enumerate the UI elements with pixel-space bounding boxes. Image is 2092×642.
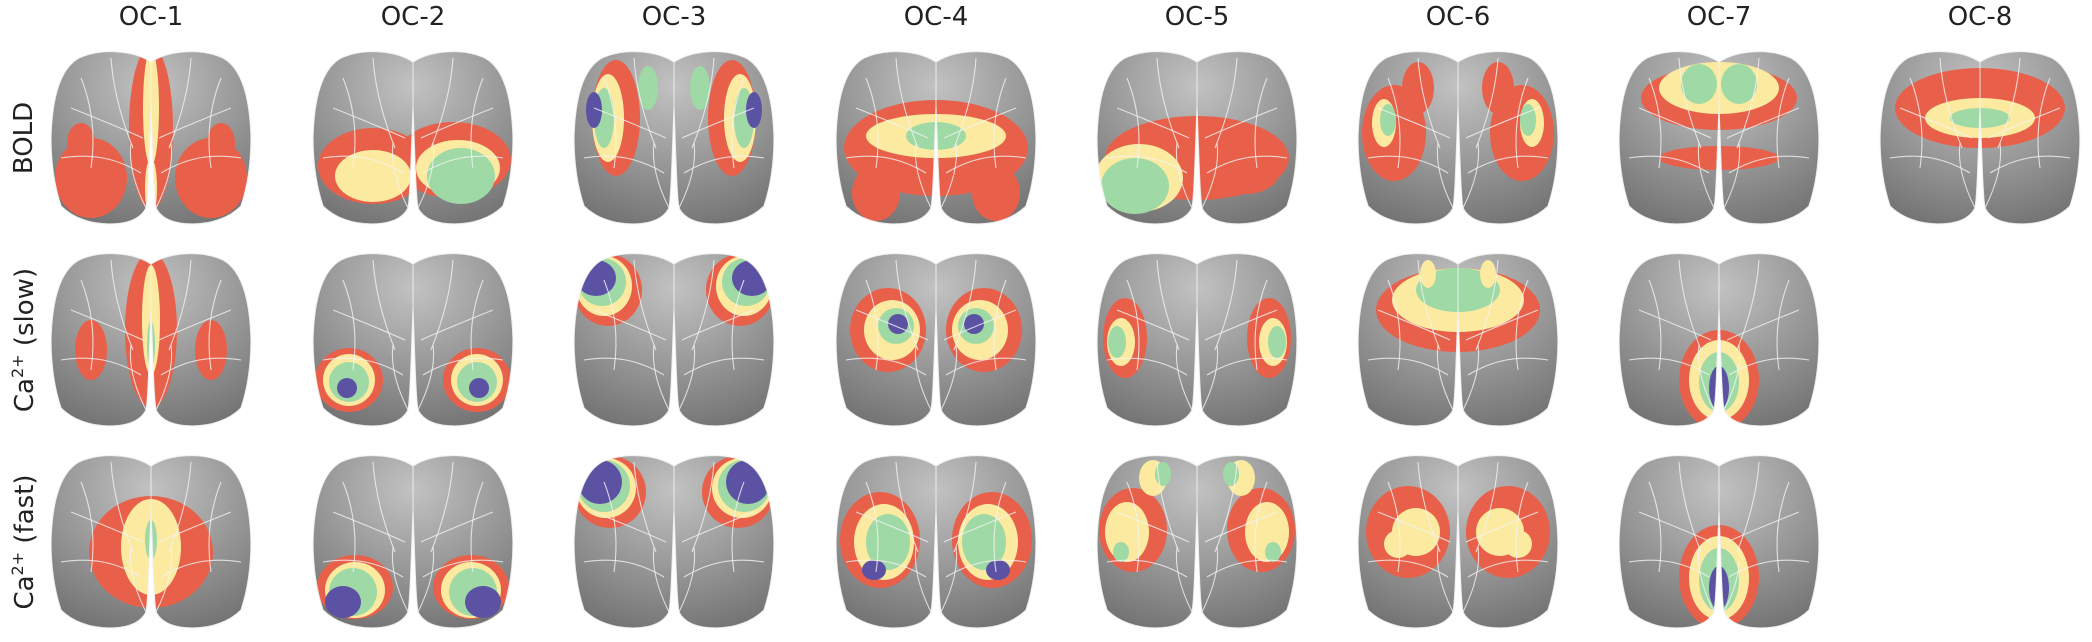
activation-region (1681, 64, 1717, 104)
activation-region (75, 320, 107, 380)
column-title: OC-5 (1164, 2, 1230, 32)
activation-region (465, 586, 501, 618)
brain-map (1096, 455, 1298, 629)
brain-map (312, 253, 514, 427)
activation-region (1709, 566, 1729, 610)
activation-region (1402, 62, 1434, 114)
activation-region (1520, 104, 1536, 136)
brain-map (1096, 51, 1298, 225)
column-title: OC-2 (380, 2, 446, 32)
activation-region (325, 586, 361, 618)
activation-region (335, 150, 411, 202)
activation-region (586, 92, 602, 128)
brain-map (835, 455, 1037, 629)
activation-region (427, 148, 495, 204)
brain-map (1357, 253, 1559, 427)
column-title: OC-4 (903, 2, 969, 32)
column-title: OC-6 (1425, 2, 1491, 32)
activation-region (906, 122, 966, 150)
activation-region (67, 123, 95, 163)
activation-region (147, 321, 155, 369)
activation-region (1699, 352, 1739, 412)
brain-map (835, 253, 1037, 427)
column-title: OC-3 (641, 2, 707, 32)
activation-region (1213, 142, 1281, 194)
row-label: Ca2+ (fast) (8, 474, 40, 610)
row-label: BOLD (9, 101, 39, 175)
activation-region (1482, 62, 1514, 114)
brain-map (1618, 455, 1820, 629)
column-title: OC-7 (1686, 2, 1752, 32)
brain-map (1879, 51, 2081, 225)
brain-map (573, 253, 775, 427)
activation-region (1113, 542, 1129, 562)
brain-map (1618, 253, 1820, 427)
activation-region (1384, 530, 1412, 558)
brain-map (573, 455, 775, 629)
brain-map (50, 253, 252, 427)
brain-map (835, 51, 1037, 225)
activation-region (1504, 530, 1532, 558)
brain-map (1357, 455, 1559, 629)
activation-region (195, 320, 227, 380)
brain-map (312, 51, 514, 225)
column-title: OC-1 (118, 2, 184, 32)
activation-region (576, 260, 616, 296)
brain-surface (1619, 455, 1819, 628)
brain-map (312, 455, 514, 629)
brain-surface (51, 253, 251, 426)
activation-region (1699, 548, 1739, 612)
brain-map (1096, 253, 1298, 427)
activation-region (732, 260, 772, 296)
brain-map (573, 51, 775, 225)
activation-region (972, 165, 1020, 221)
activation-region (1420, 260, 1436, 288)
brain-map (1618, 51, 1820, 225)
activation-region (469, 378, 489, 398)
activation-region (1101, 158, 1169, 214)
activation-region (337, 378, 357, 398)
brain-map (1357, 51, 1559, 225)
activation-region (207, 123, 235, 163)
brain-surface (1619, 253, 1819, 426)
activation-region (852, 165, 900, 221)
activation-region (1659, 146, 1779, 170)
column-title: OC-8 (1947, 2, 2013, 32)
activation-region (638, 66, 658, 110)
brain-surface (1097, 253, 1297, 426)
activation-region (1265, 542, 1281, 562)
activation-region (986, 560, 1010, 580)
activation-region (1480, 260, 1496, 288)
activation-region (690, 66, 710, 110)
activation-region (1268, 326, 1286, 358)
activation-region (1108, 326, 1126, 358)
activation-region (862, 560, 886, 580)
brain-map (50, 455, 252, 629)
activation-region (1689, 536, 1749, 620)
activation-region (145, 158, 157, 218)
activation-region (1709, 366, 1729, 410)
activation-region (1380, 104, 1396, 136)
brain-map (50, 51, 252, 225)
row-label: Ca2+ (slow) (8, 267, 40, 413)
activation-region (746, 92, 762, 128)
activation-region (1721, 64, 1757, 104)
